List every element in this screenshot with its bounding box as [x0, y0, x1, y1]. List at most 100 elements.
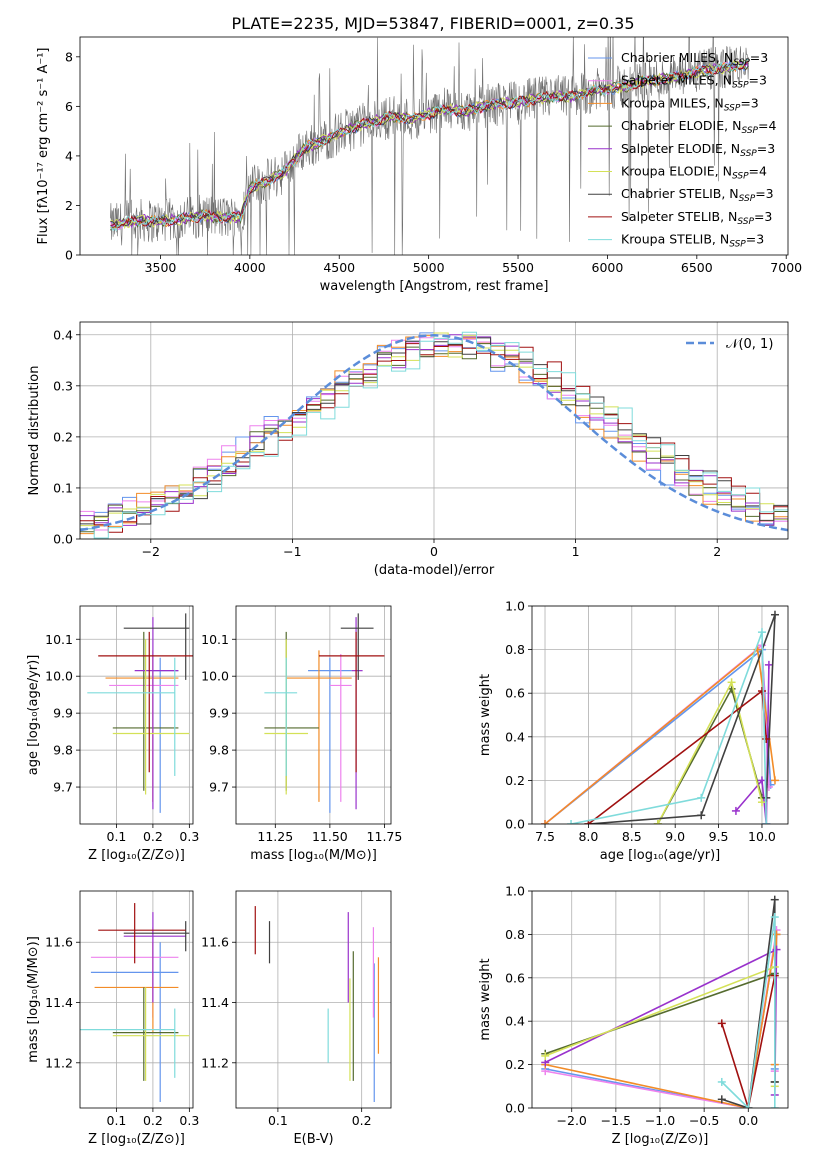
x-tick-label: 5500 — [502, 260, 534, 275]
y-tick-label: 0.6 — [505, 970, 525, 985]
y-axis-label: Normed distribution — [27, 366, 42, 496]
x-tick-label: 0.0 — [738, 1113, 758, 1128]
y-tick-label: 1.0 — [505, 599, 525, 614]
legend-main: Salpeter ELODIE, N — [621, 141, 740, 156]
legend-tail: =3 — [749, 73, 767, 88]
legend-tail: =3 — [754, 209, 772, 224]
panel-residuals: −2 −1 0 1 2 0.0 0.1 0.2 0.3 0.4 (data-model)/error… — [27, 321, 789, 578]
x-tick-label: 6000 — [592, 260, 624, 275]
legend-entry-1: Salpeter MILES, NSSP=3 — [621, 73, 767, 91]
x-tick-label: 11.50 — [312, 829, 348, 844]
y-tick-label: 0.4 — [53, 327, 73, 342]
plot-area — [80, 331, 788, 539]
y-tick-label: 10.1 — [45, 632, 73, 647]
y-tick-label: 11.2 — [45, 1055, 73, 1070]
x-tick-label: −0.5 — [689, 1113, 719, 1128]
legend-main: Kroupa MILES, N — [621, 95, 724, 110]
figure-title: PLATE=2235, MJD=53847, FIBERID=0001, z=0… — [231, 14, 634, 33]
x-axis-label: E(B-V) — [293, 1132, 333, 1147]
legend-main: Chabrier ELODIE, N — [621, 118, 741, 133]
axes-frame — [531, 605, 789, 825]
x-tick-label: 0.1 — [107, 829, 127, 844]
legend-entry-6: Chabrier STELIB, NSSP=3 — [621, 186, 774, 204]
y-tick-label: 0.1 — [53, 480, 73, 495]
plot-area — [264, 613, 385, 813]
y-axis-label: mass weight — [478, 958, 493, 1040]
x-tick-label: 5000 — [413, 260, 445, 275]
legend-sub: SSP — [739, 194, 756, 204]
model-line-6 — [110, 62, 749, 228]
x-axis-label: age [log₁₀(age/yr)] — [600, 848, 721, 863]
legend-sub: SSP — [741, 126, 758, 136]
legend-entry-2: Kroupa MILES, NSSP=3 — [621, 95, 759, 113]
y-axis-label: age [log₁₀(age/yr)] — [26, 655, 41, 776]
x-tick-label: 2 — [713, 544, 721, 559]
y-tick-label: 0.4 — [505, 729, 525, 744]
x-tick-label: 9.0 — [665, 829, 685, 844]
axes-frame — [235, 890, 392, 1109]
x-tick-label: 0.3 — [179, 829, 199, 844]
y-tick-label: 9.7 — [53, 780, 73, 795]
plot-area — [254, 906, 380, 1102]
y-tick-label: 0.8 — [505, 642, 525, 657]
plot-area — [541, 895, 781, 1108]
legend-entry-3: Chabrier ELODIE, NSSP=4 — [621, 118, 776, 136]
legend-sub: SSP — [729, 240, 746, 250]
plot-area — [109, 37, 749, 255]
y-tick-label: 0.6 — [505, 686, 525, 701]
y-tick-label: 11.6 — [45, 935, 73, 950]
x-tick-label: 0.2 — [143, 1113, 163, 1128]
axes-frame — [531, 890, 789, 1109]
x-axis-label: Z [log₁₀(Z/Z⊙)] — [88, 848, 185, 863]
y-axis-label: Flux [fλ10⁻¹⁷ erg cm⁻² s⁻¹ A⁻¹] — [36, 48, 51, 245]
y-tick-label: 9.8 — [209, 743, 229, 758]
histogram-8 — [80, 331, 788, 539]
gaussian-legend-label: 𝒩(0, 1) — [726, 337, 773, 352]
x-tick-label: 8.5 — [622, 829, 642, 844]
x-tick-label: 9.5 — [709, 829, 729, 844]
panel-age-vs-mass: 11.25 11.50 11.75 9.7 9.8 9.9 10.0 10.1 mass [lo… — [201, 605, 403, 863]
panel-weight-vs-Z: −2.0 −1.5 −1.0 −0.5 0.0 0.0 0.2 0.4 0.6 0.8 1.0 Z [… — [478, 884, 789, 1147]
y-tick-label: 0.4 — [505, 1014, 525, 1029]
y-tick-label: 0.3 — [53, 378, 73, 393]
y-tick-label: 0.2 — [505, 773, 525, 788]
model-line-8 — [109, 58, 749, 232]
x-tick-label: −1.5 — [601, 1113, 631, 1128]
axes-frame — [79, 36, 789, 256]
legend-sub: SSP — [740, 149, 757, 159]
axes-frame — [79, 890, 194, 1109]
axes-frame — [235, 605, 392, 825]
y-tick-label: 10.0 — [201, 669, 229, 684]
model-line-7 — [110, 60, 749, 229]
legend-tail: =3 — [755, 186, 773, 201]
x-tick-label: 7000 — [770, 260, 802, 275]
panel-age-vs-Z: 0.1 0.2 0.3 9.7 9.8 9.9 10.0 10.1 Z [log₁₀(Z/Z⊙)… — [26, 605, 199, 863]
legend-tail: =3 — [740, 95, 758, 110]
plot-area — [87, 613, 193, 813]
x-tick-label: 7.5 — [535, 829, 555, 844]
y-tick-label: 4 — [65, 148, 73, 163]
y-tick-label: 0.2 — [53, 429, 73, 444]
x-axis-label: Z [log₁₀(Z/Z⊙)] — [88, 1132, 185, 1147]
plot-area — [541, 610, 779, 824]
legend-tail: =4 — [749, 164, 767, 179]
y-axis-label: mass [log₁₀(M/M⊙)] — [26, 936, 41, 1063]
y-tick-label: 0.0 — [505, 817, 525, 832]
y-tick-label: 11.2 — [201, 1055, 229, 1070]
x-tick-label: 6500 — [681, 260, 713, 275]
panel-EBV: 0.1 0.2 11.2 11.4 11.6 E(B-V) — [201, 890, 392, 1147]
axes-frame — [79, 605, 194, 825]
panel-mass-vs-Z: 0.1 0.2 0.3 11.2 11.4 11.6 Z [log₁₀(Z/Z⊙)] mass… — [26, 890, 199, 1147]
x-tick-label: 11.75 — [367, 829, 403, 844]
y-tick-label: 11.6 — [201, 935, 229, 950]
panel-spectrum: 3500 4000 4500 5000 5500 6000 6500 7000 0 2 4 6 8 wav… — [36, 36, 802, 294]
y-tick-label: 0 — [65, 248, 73, 263]
weight-line-8 — [721, 916, 776, 1108]
y-tick-label: 8 — [65, 49, 73, 64]
x-tick-label: −1.0 — [645, 1113, 675, 1128]
y-tick-label: 0.0 — [505, 1101, 525, 1116]
weight-line-8 — [570, 631, 768, 824]
x-tick-label: 11.25 — [257, 829, 293, 844]
